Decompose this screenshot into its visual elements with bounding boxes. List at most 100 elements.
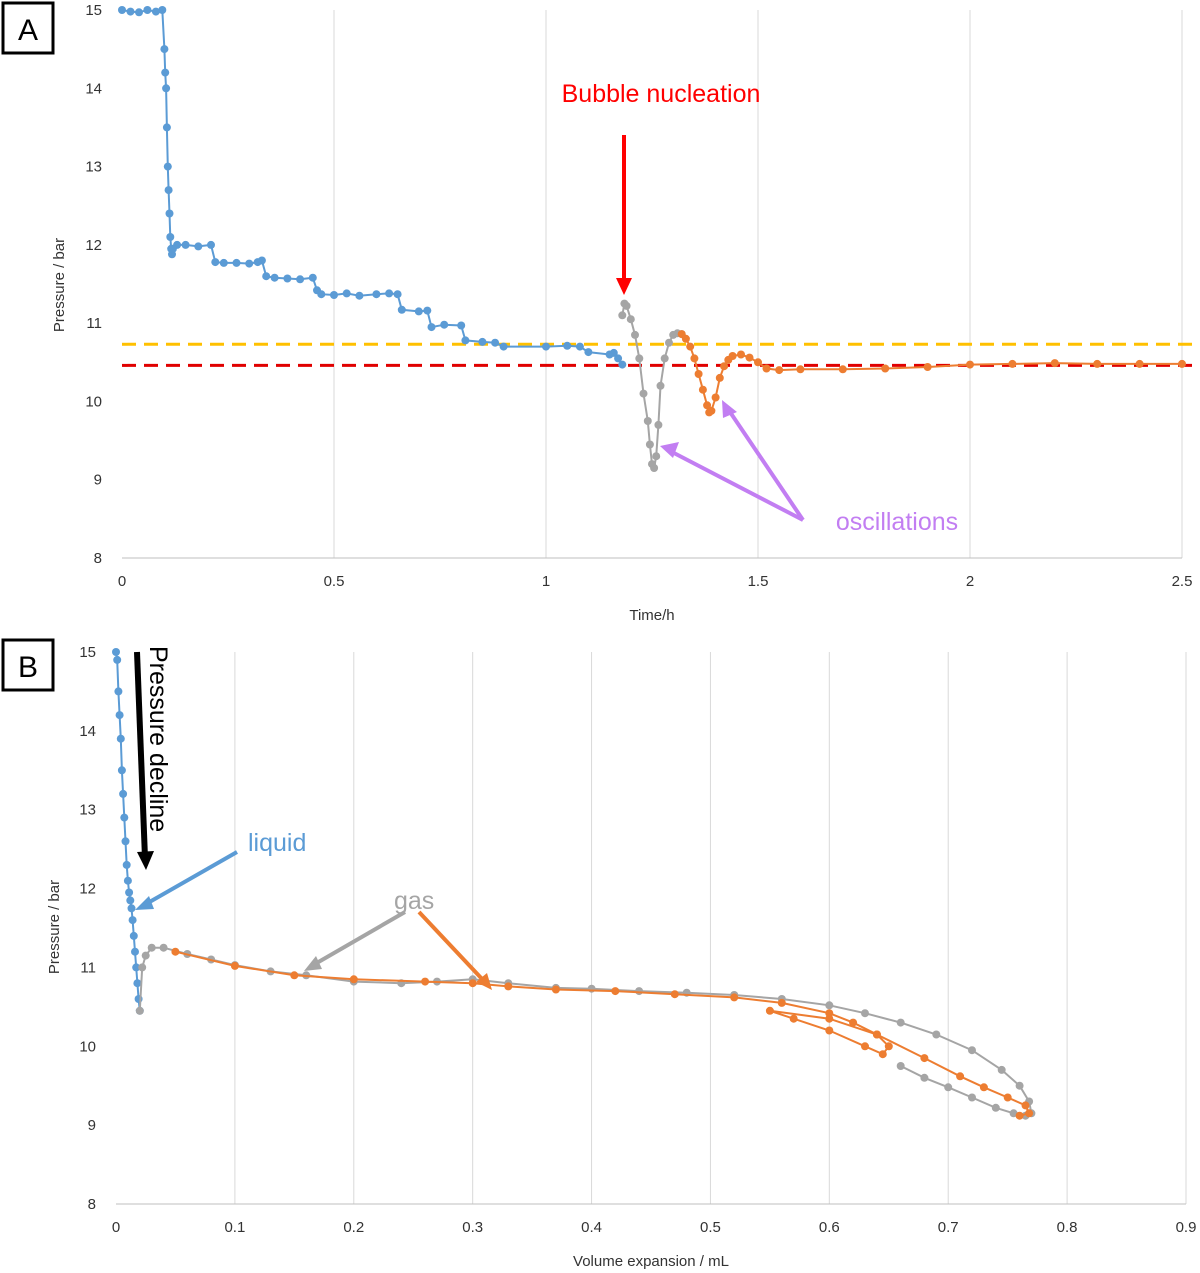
data-point: [393, 290, 402, 299]
x-tick-label: 2.5: [1172, 573, 1193, 590]
x-tick-label: 2: [966, 573, 974, 590]
data-point: [117, 766, 126, 775]
pressure-decline-arrow-head: [137, 851, 154, 870]
data-point: [113, 655, 122, 664]
data-point: [308, 273, 317, 282]
data-point: [861, 1042, 869, 1051]
data-point: [158, 6, 167, 14]
data-point: [164, 186, 173, 195]
data-point: [171, 947, 180, 956]
data-point: [635, 987, 644, 996]
data-point: [151, 7, 160, 16]
panel-a-reference-lines: [122, 342, 1196, 367]
y-tick-label: 14: [79, 723, 96, 740]
data-point: [120, 813, 129, 822]
data-point: [956, 1072, 965, 1081]
data-point: [920, 1054, 929, 1063]
data-point: [681, 334, 690, 343]
data-point: [825, 1026, 834, 1035]
data-point: [211, 258, 220, 267]
data-point: [737, 350, 745, 359]
data-point: [128, 916, 137, 925]
panel-a-y-ticks: 8 9 10 11 12 13 14 15: [85, 2, 102, 567]
series-line: [175, 950, 1031, 1117]
oscillations-label: oscillations: [836, 508, 958, 536]
data-point: [563, 341, 572, 350]
data-point: [245, 259, 254, 268]
data-point: [123, 876, 132, 885]
y-tick-label: 15: [85, 2, 102, 19]
panel-b-gridlines: [234, 652, 1187, 1204]
x-tick-label: 0.6: [819, 1219, 840, 1236]
data-point: [1025, 1109, 1034, 1118]
data-point: [665, 338, 673, 347]
data-point: [114, 687, 123, 696]
data-point: [1009, 1109, 1018, 1118]
data-point: [881, 364, 890, 373]
panel-b-chart: 0 0.1 0.2 0.3 0.4 0.5 0.6 0.7 0.8 0.9 8 9 10 11 12 13 1…: [1, 638, 1196, 1270]
data-point: [872, 1030, 881, 1039]
data-point: [283, 274, 292, 283]
data-point: [622, 301, 631, 310]
data-point: [584, 348, 593, 357]
data-point: [745, 353, 754, 362]
data-point: [656, 381, 665, 390]
data-point: [861, 1009, 869, 1018]
data-point: [421, 977, 430, 986]
data-point: [825, 1009, 834, 1018]
panel-a-label-box: [1, 1, 55, 55]
data-point: [160, 45, 169, 54]
data-point: [159, 943, 168, 952]
data-point: [884, 1042, 893, 1051]
y-tick-label: 8: [88, 1196, 96, 1213]
y-tick-label: 15: [79, 644, 96, 661]
data-point: [317, 290, 326, 299]
data-point: [138, 963, 147, 972]
data-point: [650, 464, 659, 472]
panel-a-gridlines: [333, 10, 1183, 558]
x-tick-label: 0.1: [224, 1219, 245, 1236]
data-point: [1135, 359, 1144, 368]
data-point: [609, 348, 618, 357]
pressure-decline-arrow-shaft: [134, 651, 148, 859]
data-point: [635, 354, 644, 363]
data-point: [968, 1093, 976, 1102]
data-point: [385, 289, 394, 298]
data-point: [728, 352, 737, 360]
data-point: [478, 337, 487, 346]
data-point: [920, 1073, 929, 1082]
data-point: [119, 789, 128, 798]
data-point: [707, 406, 716, 415]
x-tick-label: 0.2: [343, 1219, 364, 1236]
data-point: [122, 860, 131, 869]
data-point: [232, 258, 241, 267]
data-point: [135, 1006, 144, 1015]
data-point: [1021, 1101, 1030, 1110]
data-point: [181, 240, 190, 249]
data-point: [372, 290, 381, 299]
y-tick-label: 11: [86, 315, 102, 332]
data-point: [825, 1001, 834, 1010]
panel-a-label: A: [18, 14, 38, 47]
data-point: [611, 987, 620, 996]
panel-b-label: B: [18, 651, 38, 684]
data-point: [126, 896, 135, 905]
data-point: [944, 1083, 953, 1092]
data-point: [173, 240, 182, 249]
data-point: [754, 358, 762, 367]
data-point: [165, 209, 174, 218]
data-point: [141, 951, 150, 960]
data-point: [163, 162, 172, 171]
data-point: [1050, 359, 1059, 368]
data-point: [614, 354, 623, 363]
y-tick-label: 8: [94, 550, 102, 567]
data-point: [789, 1014, 798, 1023]
data-point: [133, 979, 142, 988]
y-tick-label: 11: [80, 959, 96, 976]
data-point: [703, 401, 712, 410]
series-line: [121, 8, 624, 366]
y-tick-label: 12: [85, 237, 102, 254]
liquid-arrow-head: [135, 896, 154, 910]
data-point: [131, 947, 139, 956]
liquid-label: liquid: [248, 829, 306, 857]
